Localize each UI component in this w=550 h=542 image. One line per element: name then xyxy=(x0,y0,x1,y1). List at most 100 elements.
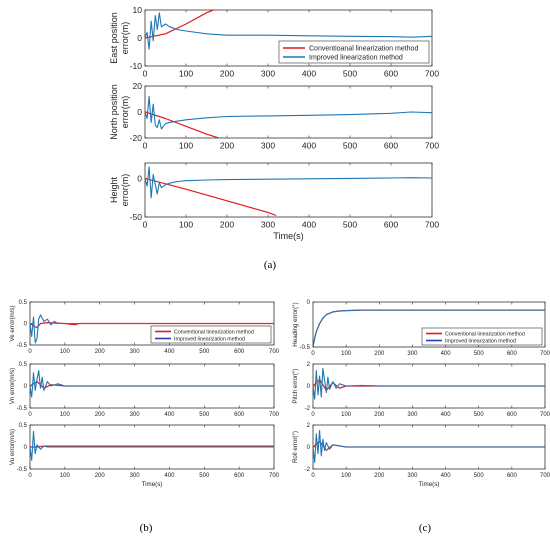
series-line-a2-conventional xyxy=(145,111,221,138)
y-tick-label-b1: -0.5 xyxy=(17,343,28,349)
y-axis-label-c3: Roll error(°) xyxy=(292,431,299,463)
caption-b: (b) xyxy=(140,522,153,534)
x-tick-label-a1: 100 xyxy=(179,69,193,79)
y-axis-label-a1-2: error(m) xyxy=(120,22,130,55)
x-tick-label-b3: 300 xyxy=(130,473,141,479)
x-tick-label-a1: 600 xyxy=(384,69,398,79)
x-tick-label-c3: 700 xyxy=(540,473,550,479)
plot-area-a2 xyxy=(144,85,433,139)
y-tick-label-a1: -10 xyxy=(130,61,143,71)
x-tick-label-c1: 100 xyxy=(341,351,352,357)
x-tick-label-a3: 600 xyxy=(384,220,398,230)
plot-area-a3 xyxy=(144,162,433,218)
x-tick-label-b1: 500 xyxy=(199,349,210,355)
x-tick-label-a3: 500 xyxy=(343,220,357,230)
x-tick-label-c2: 100 xyxy=(341,412,352,418)
x-tick-label-b1: 300 xyxy=(130,349,141,355)
legend-box-b1 xyxy=(150,325,272,344)
x-tick-label-c2: 600 xyxy=(507,412,518,418)
x-tick-label-b3: 200 xyxy=(95,473,106,479)
x-tick-label-c1: 500 xyxy=(474,351,485,357)
x-tick-label-c2: 0 xyxy=(311,412,315,418)
x-tick-label-a3: 200 xyxy=(220,220,234,230)
y-axis-label-b3: Vu error(m/s) xyxy=(9,429,16,465)
y-tick-label-b2: -0.5 xyxy=(17,406,28,412)
x-tick-label-c1: 600 xyxy=(507,351,518,357)
x-tick-label-a2: 400 xyxy=(302,141,316,151)
x-tick-label-c1: 300 xyxy=(407,351,418,357)
x-tick-label-a1: 400 xyxy=(302,69,316,79)
x-tick-label-b2: 300 xyxy=(130,412,141,418)
series-line-c1-improved xyxy=(313,309,545,347)
caption-a: (a) xyxy=(264,259,277,271)
legend-label-c1: Improved linearization method xyxy=(445,339,516,345)
x-tick-label-b2: 400 xyxy=(164,412,175,418)
y-axis-label-b1: Ve error(m/s) xyxy=(9,305,16,341)
x-tick-label-a3: 700 xyxy=(425,220,439,230)
series-line-a3-improved xyxy=(145,166,432,199)
x-tick-label-a1: 300 xyxy=(261,69,275,79)
series-line-a3-conventional xyxy=(145,177,277,217)
y-tick-label-b2: 0 xyxy=(24,384,28,390)
x-tick-label-c1: 700 xyxy=(540,351,550,357)
y-axis-label-b2: Vn error(m/s) xyxy=(9,368,16,404)
y-tick-label-a2: 0 xyxy=(137,107,142,117)
y-tick-label-b3: 0.5 xyxy=(19,423,28,429)
x-tick-label-b1: 700 xyxy=(269,349,280,355)
y-tick-label-a1: 0 xyxy=(137,33,142,43)
x-tick-label-b3: 700 xyxy=(269,473,280,479)
x-tick-label-b1: 0 xyxy=(28,349,32,355)
x-tick-label-c1: 0 xyxy=(311,351,315,357)
x-tick-label-a2: 200 xyxy=(220,141,234,151)
x-tick-label-c2: 200 xyxy=(374,412,385,418)
x-axis-label-a3: Time(s) xyxy=(273,231,303,241)
x-tick-label-c3: 400 xyxy=(441,473,452,479)
x-tick-label-b2: 600 xyxy=(234,412,245,418)
series-line-b1-improved xyxy=(30,314,274,344)
x-tick-label-b3: 0 xyxy=(28,473,32,479)
x-tick-label-b3: 400 xyxy=(164,473,175,479)
x-tick-label-c2: 500 xyxy=(474,412,485,418)
legend-label-a1: Improved linearization method xyxy=(309,55,403,62)
y-axis-label-a1: East position xyxy=(109,12,119,64)
x-tick-label-b1: 200 xyxy=(95,349,106,355)
x-tick-label-c3: 0 xyxy=(311,473,315,479)
series-line-c2-improved xyxy=(313,367,545,400)
legend-box-a1 xyxy=(278,40,430,64)
y-tick-label-b1: 0 xyxy=(24,322,28,328)
series-line-c3-improved xyxy=(313,429,545,463)
x-tick-label-b2: 500 xyxy=(199,412,210,418)
series-line-b3-conventional xyxy=(30,445,274,448)
x-tick-label-c2: 700 xyxy=(540,412,550,418)
x-tick-label-a3: 400 xyxy=(302,220,316,230)
y-tick-label-c3: 2 xyxy=(307,423,311,429)
series-line-a1-improved xyxy=(145,12,432,50)
x-tick-label-a2: 0 xyxy=(143,141,148,151)
x-tick-label-c3: 500 xyxy=(474,473,485,479)
legend-label-b1: Improved linearization method xyxy=(174,337,245,343)
x-tick-label-b2: 0 xyxy=(28,412,32,418)
x-tick-label-a1: 500 xyxy=(343,69,357,79)
x-tick-label-c2: 300 xyxy=(407,412,418,418)
y-tick-label-c3: 0 xyxy=(307,445,311,451)
x-tick-label-b2: 200 xyxy=(95,412,106,418)
x-tick-label-b3: 500 xyxy=(199,473,210,479)
y-axis-label-a3: Height xyxy=(109,176,119,203)
x-tick-label-b3: 100 xyxy=(60,473,71,479)
x-tick-label-b1: 100 xyxy=(60,349,71,355)
y-tick-label-b2: 0.5 xyxy=(19,362,28,368)
y-tick-label-c2: -2 xyxy=(305,406,311,412)
series-line-a1-conventional xyxy=(145,10,215,39)
y-tick-label-c1: 0 xyxy=(307,300,311,306)
x-tick-label-c3: 200 xyxy=(374,473,385,479)
x-axis-label-c3: Time(s) xyxy=(419,481,440,488)
y-axis-label-a2-2: error(m) xyxy=(120,96,130,129)
y-tick-label-c1: -0.5 xyxy=(300,345,311,351)
y-tick-label-a3: -50 xyxy=(130,212,143,222)
x-tick-label-c1: 400 xyxy=(441,351,452,357)
x-tick-label-b2: 100 xyxy=(60,412,71,418)
x-tick-label-a3: 300 xyxy=(261,220,275,230)
y-tick-label-b3: 0 xyxy=(24,445,28,451)
caption-c: (c) xyxy=(419,522,432,534)
